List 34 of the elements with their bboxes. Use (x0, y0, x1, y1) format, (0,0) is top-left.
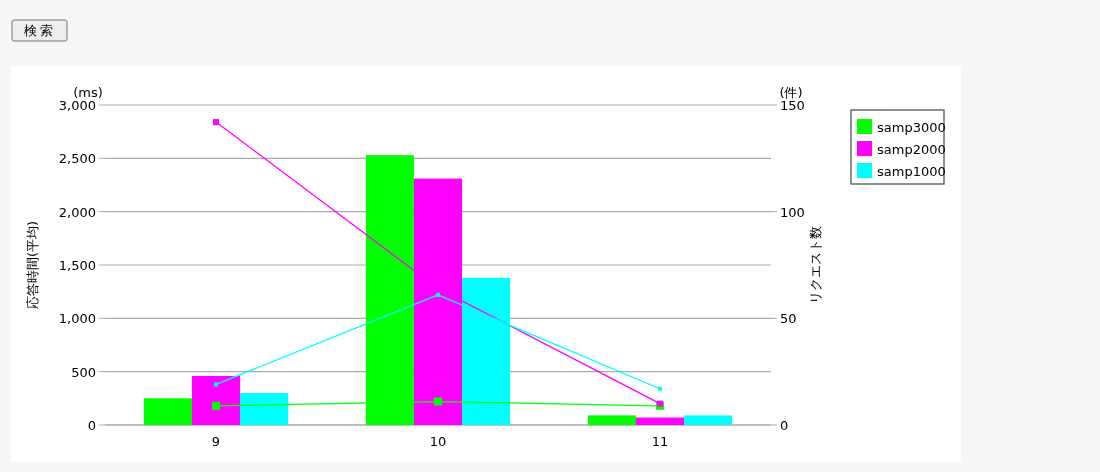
y-tick-label: 2,000 (58, 204, 96, 220)
bar (191, 375, 241, 425)
bar (635, 417, 685, 425)
y-tick-label: 1,000 (58, 311, 96, 327)
y2-tick-label: 0 (780, 418, 789, 433)
bar (587, 415, 636, 425)
point (434, 397, 442, 406)
y2-tick-label: 100 (780, 204, 805, 220)
legend-label: samp2000 (877, 142, 946, 157)
bar (143, 398, 192, 425)
x-tick-label: 11 (651, 434, 669, 449)
legend-label: samp1000 (877, 164, 946, 179)
y2-axis-title: リクエスト数 (808, 226, 823, 304)
point (213, 119, 219, 126)
point (214, 382, 218, 387)
y2-tick-label: 150 (780, 98, 805, 113)
point (658, 386, 662, 391)
legend-label: samp3000 (877, 120, 946, 135)
y-tick-label: 500 (71, 364, 96, 380)
point (436, 292, 440, 297)
y2-tick-label: 50 (780, 311, 797, 327)
x-tick-label: 10 (429, 434, 447, 449)
y-tick-label: 3,000 (58, 98, 96, 113)
point (212, 401, 220, 410)
text: 検索 (23, 23, 56, 38)
y-tick-label: 1,500 (58, 258, 96, 273)
bar (240, 393, 289, 425)
y-tick-label: 2,500 (58, 151, 96, 167)
y-axis-title: 応答時間(平均) (25, 220, 40, 310)
bar (684, 415, 733, 425)
text: (件) (779, 85, 803, 100)
y-tick-label: 0 (87, 418, 96, 433)
x-tick-label: 9 (211, 434, 221, 449)
text: (ms) (73, 85, 103, 100)
